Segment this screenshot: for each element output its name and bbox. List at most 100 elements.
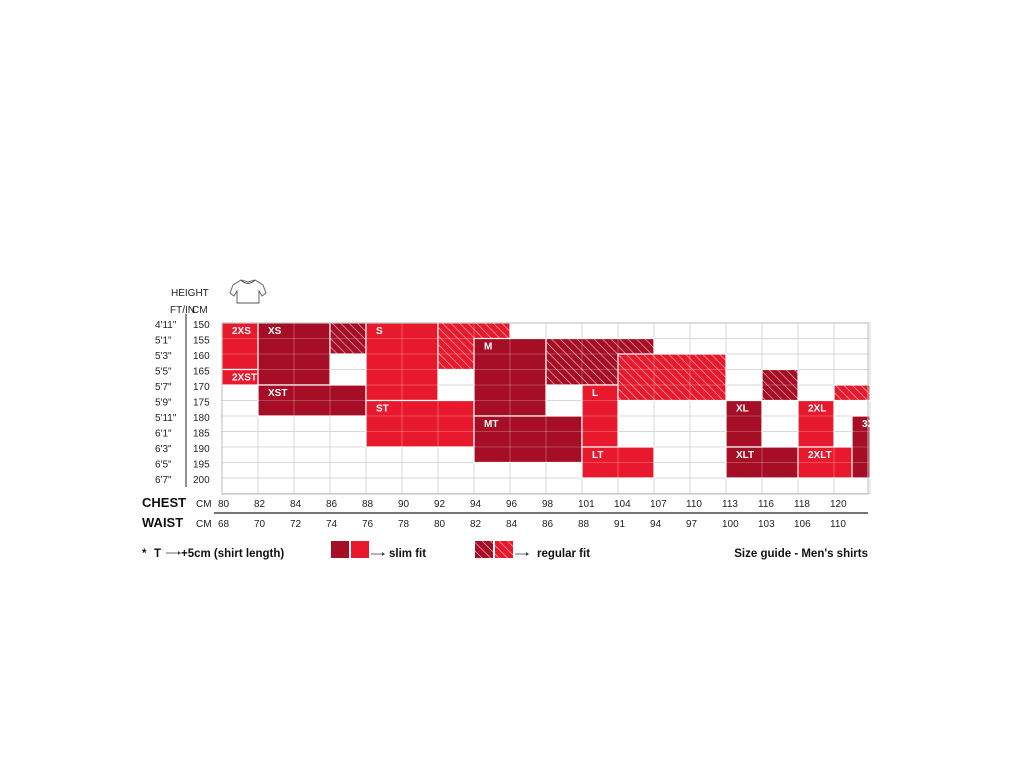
height-label-cm: 150 <box>193 320 210 331</box>
chest-label: 90 <box>398 499 410 510</box>
waist-label: 97 <box>686 519 698 530</box>
height-tick-labels: 4'11" 150 5'1" 155 5'3" 160 5'5" 165 5'7" 170 5'9"… <box>155 320 210 486</box>
height-label-imperial: 4'11" <box>155 320 177 331</box>
waist-label: 68 <box>218 519 230 530</box>
size-label-m: M <box>484 342 492 353</box>
size-label-mt: MT <box>484 419 498 430</box>
waist-axis-label: WAIST <box>142 515 183 530</box>
height-label-cm: 170 <box>193 382 210 393</box>
arrow-icon <box>166 551 181 555</box>
height-label-cm: 185 <box>193 429 210 440</box>
chest-label: 110 <box>686 499 702 510</box>
size-block-xs-regular <box>329 322 367 355</box>
waist-label: 82 <box>470 519 482 530</box>
size-label-s: S <box>376 326 383 337</box>
waist-label: 80 <box>434 519 446 530</box>
height-label-imperial: 5'11" <box>155 413 177 424</box>
waist-label: 110 <box>830 519 846 530</box>
chest-label: 120 <box>830 499 847 510</box>
chest-label: 94 <box>470 499 482 510</box>
arrow-icon <box>371 552 385 556</box>
size-blocks <box>221 322 871 479</box>
waist-label: 106 <box>794 519 811 530</box>
chest-axis-label: CHEST <box>142 495 186 510</box>
waist-label: 86 <box>542 519 554 530</box>
size-label-xlt: XLT <box>736 450 754 461</box>
height-label-imperial: 5'7" <box>155 382 172 393</box>
size-label-xl: XL <box>736 404 749 415</box>
size-labels: 2XS 2XST XS XST S ST M MT L LT XL XLT 2XL 2XLT 3XL <box>232 326 880 461</box>
chest-label: 113 <box>722 499 738 510</box>
size-block-xs <box>257 322 331 386</box>
size-label-l: L <box>592 388 598 399</box>
chest-label: 116 <box>758 499 774 510</box>
size-block-xst <box>257 384 367 417</box>
height-label-cm: 160 <box>193 351 210 362</box>
chest-label: 107 <box>650 499 667 510</box>
chest-label: 82 <box>254 499 266 510</box>
size-block-2xl <box>797 399 835 448</box>
chest-label: 92 <box>434 499 446 510</box>
waist-label: 74 <box>326 519 338 530</box>
chest-label: 88 <box>362 499 374 510</box>
height-label-imperial: 5'3" <box>155 351 172 362</box>
height-label-imperial: 5'5" <box>155 367 172 378</box>
height-label-cm: 190 <box>193 444 210 455</box>
note-text: +5cm (shirt length) <box>181 548 284 560</box>
chest-label: 101 <box>578 499 595 510</box>
chest-label: 96 <box>506 499 518 510</box>
slim-swatch-dark <box>331 541 349 558</box>
size-block-3xl <box>851 415 871 479</box>
grid-frame <box>221 322 869 495</box>
height-label-imperial: 6'3" <box>155 444 172 455</box>
size-label-2xs: 2XS <box>232 326 251 337</box>
size-block-lt <box>581 446 655 479</box>
chart-title: Size guide - Men's shirts <box>734 548 868 560</box>
height-header: HEIGHT <box>171 288 209 299</box>
chest-label: 118 <box>794 499 810 510</box>
chest-label: 104 <box>614 499 631 510</box>
height-label-imperial: 5'1" <box>155 336 172 347</box>
height-label-cm: 195 <box>193 460 210 471</box>
chest-label: 80 <box>218 499 230 510</box>
height-label-cm: 180 <box>193 413 210 424</box>
waist-label: 100 <box>722 519 739 530</box>
arrow-icon <box>515 552 529 556</box>
chest-label: 86 <box>326 499 338 510</box>
size-block-mt <box>473 415 583 464</box>
size-block-xl <box>725 399 763 448</box>
waist-label: 76 <box>362 519 374 530</box>
note-t: T <box>154 548 161 560</box>
waist-label: 72 <box>290 519 302 530</box>
height-unit-metric: CM <box>192 305 208 316</box>
waist-label: 94 <box>650 519 662 530</box>
height-label-cm: 165 <box>193 367 210 378</box>
size-label-3xl: 3XL <box>862 419 880 430</box>
waist-label: 88 <box>578 519 590 530</box>
height-label-cm: 200 <box>193 475 210 486</box>
waist-label: 70 <box>254 519 266 530</box>
regular-fit-label: regular fit <box>537 548 590 560</box>
waist-label: 91 <box>614 519 626 530</box>
size-block-st <box>365 399 475 448</box>
slim-swatch-bright <box>351 541 369 558</box>
waist-unit-label: CM <box>196 519 212 530</box>
height-label-imperial: 6'1" <box>155 429 172 440</box>
shirt-icon <box>229 279 267 304</box>
height-label-imperial: 5'9" <box>155 398 172 409</box>
chest-unit-label: CM <box>196 499 212 510</box>
size-label-lt: LT <box>592 450 603 461</box>
height-label-imperial: 6'5" <box>155 460 172 471</box>
size-label-xst: XST <box>268 388 287 399</box>
height-label-cm: 155 <box>193 336 210 347</box>
waist-label: 78 <box>398 519 410 530</box>
size-block-l <box>581 384 619 448</box>
size-block-l-regular <box>617 353 727 402</box>
size-label-2xlt: 2XLT <box>808 450 832 461</box>
size-label-2xst: 2XST <box>232 373 257 384</box>
chest-label: 98 <box>542 499 554 510</box>
height-label-imperial: 6'7" <box>155 475 172 486</box>
waist-label: 103 <box>758 519 775 530</box>
size-label-xs: XS <box>268 326 282 337</box>
